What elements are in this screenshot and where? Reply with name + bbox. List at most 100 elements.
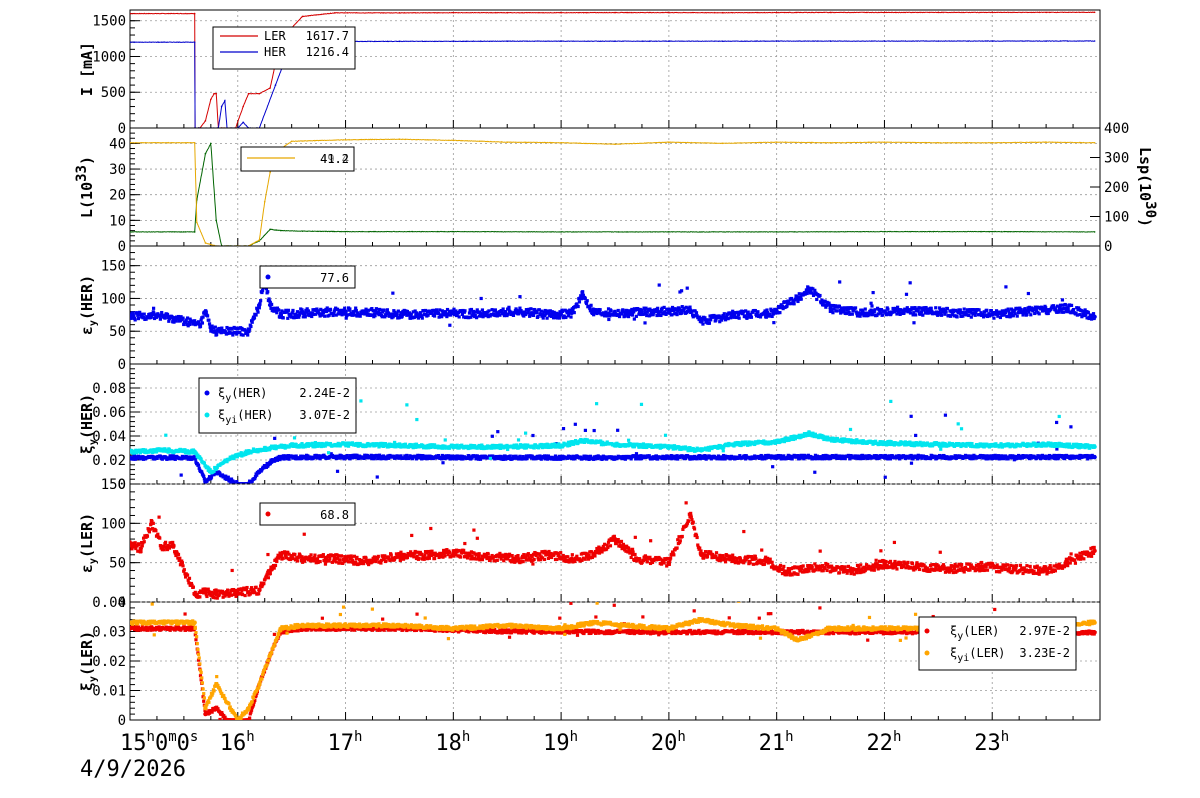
data-point (1023, 307, 1027, 311)
data-point (493, 308, 497, 312)
data-point (704, 457, 708, 461)
data-point (130, 455, 133, 460)
outlier-point (479, 296, 483, 301)
data-point (420, 457, 424, 461)
data-point (625, 308, 629, 313)
data-point (473, 313, 477, 318)
data-point (691, 446, 695, 451)
data-point (773, 307, 777, 311)
data-point (839, 311, 843, 315)
data-point (151, 450, 155, 454)
data-point (928, 456, 933, 461)
data-point (239, 333, 243, 337)
data-point (810, 291, 814, 295)
data-point (251, 447, 256, 451)
y-tick-label: 0.02 (92, 453, 126, 469)
data-point (315, 307, 319, 311)
data-point (840, 437, 844, 441)
data-point (434, 308, 439, 312)
data-point (753, 308, 757, 313)
data-point (569, 315, 573, 319)
data-point (343, 454, 348, 460)
data-point (680, 311, 684, 315)
data-point (908, 311, 913, 315)
data-point (224, 100, 226, 102)
data-point (721, 313, 725, 318)
data-point (1009, 444, 1014, 448)
data-point (1062, 306, 1067, 310)
data-point (339, 454, 344, 458)
data-point (457, 315, 461, 319)
data-point (130, 311, 135, 315)
data-point (460, 312, 464, 317)
data-point (405, 309, 410, 314)
data-point (196, 463, 201, 467)
data-point (269, 171, 271, 174)
data-point (417, 314, 421, 318)
data-point (755, 314, 759, 318)
data-point (829, 11, 832, 14)
data-point (936, 313, 940, 317)
data-point (784, 436, 788, 440)
data-point (149, 315, 153, 319)
data-point (985, 454, 989, 458)
data-point (885, 455, 889, 459)
data-point (561, 309, 565, 313)
data-point (199, 318, 203, 322)
data-point (224, 330, 228, 334)
data-point (1028, 308, 1032, 312)
data-point (813, 288, 817, 292)
data-point (619, 312, 624, 316)
data-point (227, 330, 232, 334)
data-point (1013, 312, 1017, 316)
data-point (885, 313, 889, 317)
data-point (181, 316, 185, 320)
data-point (934, 306, 938, 310)
data-point (740, 442, 744, 446)
data-point (325, 306, 329, 310)
data-point (370, 306, 374, 311)
data-point (1033, 305, 1037, 309)
data-point (857, 312, 862, 316)
data-point (697, 317, 701, 322)
data-point (895, 305, 900, 309)
data-point (235, 480, 239, 484)
data-point (819, 301, 823, 305)
data-point (443, 456, 447, 461)
data-point (294, 315, 298, 319)
data-point (609, 309, 613, 313)
data-point (823, 299, 827, 303)
data-point (999, 442, 1003, 446)
data-point (242, 105, 244, 108)
data-point (589, 303, 593, 307)
data-point (257, 469, 262, 475)
data-point (877, 456, 882, 460)
data-point (1069, 311, 1073, 315)
data-point (412, 315, 417, 319)
data-point (197, 466, 201, 470)
data-point (595, 456, 600, 461)
data-point (675, 454, 679, 458)
data-point (831, 437, 836, 441)
data-point (536, 314, 540, 319)
data-point (1066, 309, 1070, 313)
data-point (864, 454, 869, 458)
data-point (303, 315, 307, 319)
data-point (1055, 453, 1059, 458)
data-point (259, 299, 263, 303)
data-point (642, 306, 646, 310)
outlier-point (616, 428, 620, 432)
data-point (755, 311, 759, 316)
data-point (893, 308, 898, 313)
data-point (267, 460, 273, 465)
data-point (1055, 304, 1059, 308)
data-point (489, 446, 494, 450)
data-point (774, 454, 779, 460)
data-point (829, 40, 832, 42)
data-point (528, 313, 532, 317)
data-point (352, 313, 356, 317)
outlier-point (151, 306, 156, 310)
data-point (275, 311, 279, 315)
series-line (130, 138, 1095, 246)
data-point (543, 308, 547, 313)
